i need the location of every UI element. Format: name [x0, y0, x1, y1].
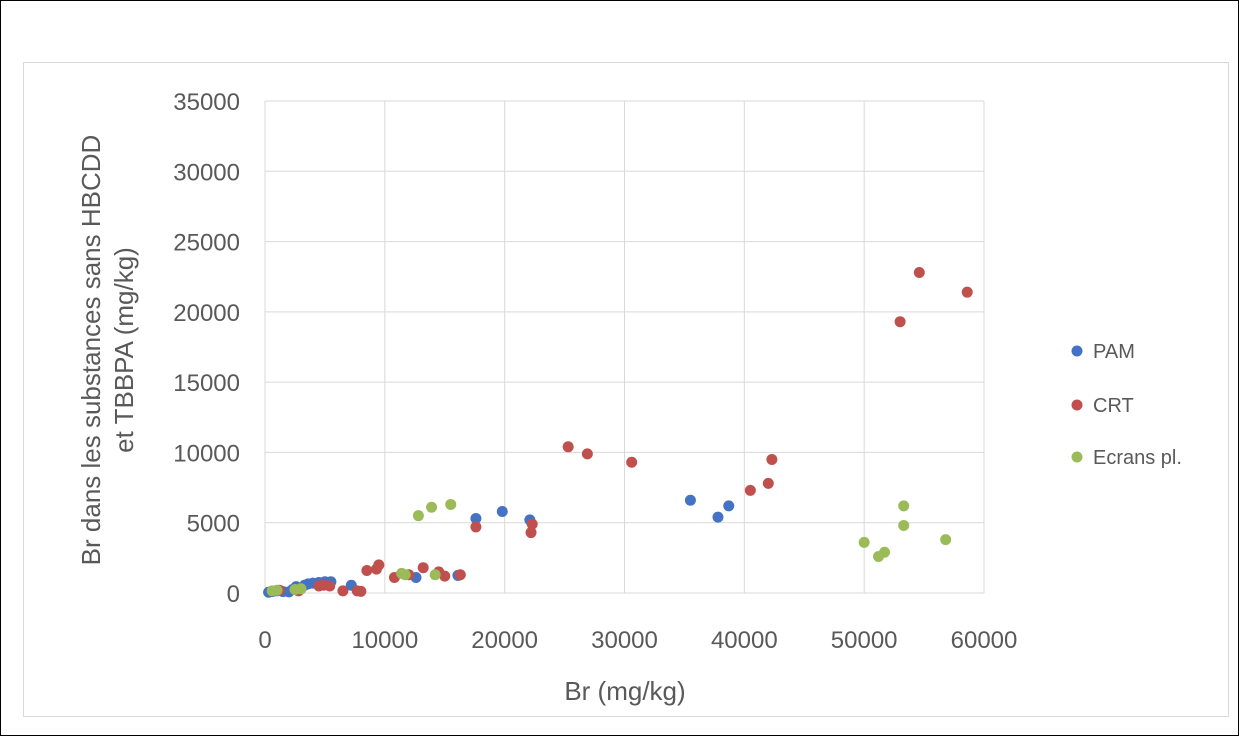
series-2 [266, 498, 952, 597]
data-point [894, 316, 906, 328]
gridlines [264, 100, 985, 594]
data-point [526, 518, 538, 530]
data-point [361, 565, 373, 577]
y-tick-label: 15000 [173, 370, 240, 397]
data-point [723, 500, 735, 512]
y-axis-title-line-1: Br dans les substances sans HBCDD [76, 135, 106, 566]
data-point [496, 505, 508, 517]
data-point [271, 584, 283, 596]
x-tick-label: 20000 [471, 627, 538, 654]
data-point [581, 448, 593, 460]
data-point [445, 498, 457, 510]
data-point [626, 456, 638, 468]
data-point [961, 286, 973, 298]
data-points [263, 266, 973, 598]
x-tick-label: 0 [258, 627, 271, 654]
data-point [426, 501, 438, 513]
data-point [762, 477, 774, 489]
data-point [744, 484, 756, 496]
legend-marker [1071, 451, 1083, 463]
x-axis: 0 10000 20000 30000 40000 50000 60000 [258, 627, 1017, 654]
chart-area [23, 62, 1229, 717]
legend: PAM CRT Ecrans pl. [1071, 341, 1182, 469]
data-point [940, 534, 952, 546]
data-point [879, 546, 891, 558]
data-point [712, 511, 724, 523]
x-tick-label: 10000 [351, 627, 418, 654]
legend-label: PAM [1093, 341, 1135, 363]
data-point [898, 520, 910, 532]
series-1 [273, 266, 973, 597]
y-tick-label: 0 [227, 581, 240, 608]
legend-marker [1071, 345, 1083, 357]
data-point [355, 585, 367, 597]
legend-label: CRT [1093, 395, 1134, 417]
data-point [858, 536, 870, 548]
y-axis: 0 5000 10000 15000 20000 25000 30000 35000 [173, 89, 240, 608]
data-point [562, 441, 574, 453]
data-point [913, 266, 925, 278]
data-point [324, 580, 336, 592]
y-tick-label: 30000 [173, 159, 240, 186]
x-tick-label: 60000 [951, 627, 1018, 654]
y-axis-title: Br dans les substances sans HBCDD et TBB… [76, 135, 139, 566]
data-point [454, 569, 466, 581]
data-point [470, 512, 482, 524]
y-tick-label: 5000 [187, 511, 240, 538]
data-point [417, 562, 429, 574]
x-tick-label: 30000 [591, 627, 658, 654]
data-point [525, 527, 537, 539]
data-point [684, 494, 696, 506]
y-tick-label: 10000 [173, 440, 240, 467]
x-axis-title: Br (mg/kg) [564, 676, 685, 706]
data-point [295, 583, 307, 595]
data-point [337, 585, 349, 597]
data-point [898, 500, 910, 512]
data-point [373, 559, 385, 571]
y-tick-label: 20000 [173, 300, 240, 327]
y-tick-label: 25000 [173, 230, 240, 257]
data-point [412, 510, 424, 522]
y-tick-label: 35000 [173, 89, 240, 116]
legend-label: Ecrans pl. [1093, 447, 1182, 469]
data-point [439, 570, 451, 582]
data-point [429, 569, 441, 581]
legend-marker [1071, 399, 1083, 411]
y-axis-title-line-2: et TBBPA (mg/kg) [109, 247, 139, 453]
data-point [470, 521, 482, 533]
data-point [399, 569, 411, 581]
x-tick-label: 50000 [831, 627, 898, 654]
data-point [766, 453, 778, 465]
x-tick-label: 40000 [711, 627, 778, 654]
